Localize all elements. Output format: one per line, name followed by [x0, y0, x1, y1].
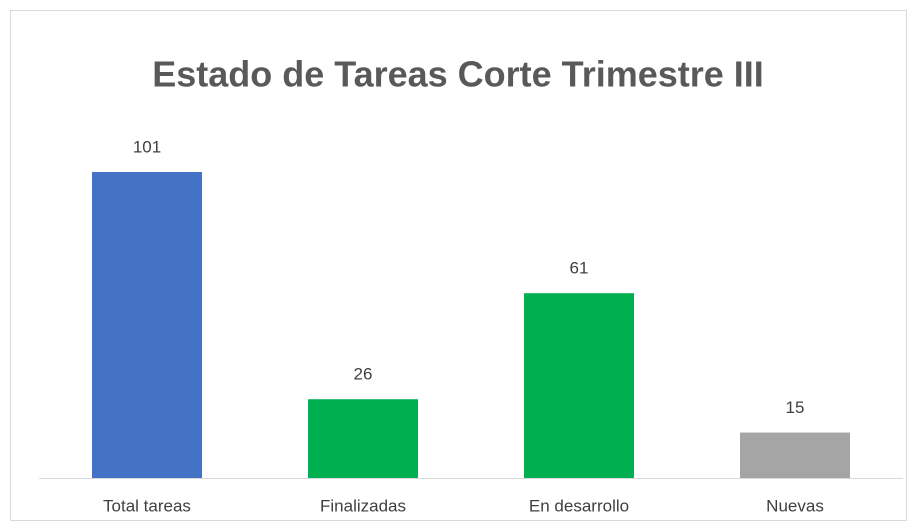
bar: [740, 432, 850, 478]
x-tick-label: En desarrollo: [529, 496, 629, 515]
value-label: 15: [786, 398, 805, 417]
x-tick-label: Total tareas: [103, 496, 191, 515]
chart-title: Estado de Tareas Corte Trimestre III: [152, 54, 764, 95]
x-tick-label: Finalizadas: [320, 496, 406, 515]
value-label: 101: [133, 137, 161, 156]
bar: [92, 172, 202, 478]
value-label: 26: [354, 365, 373, 384]
x-tick-label: Nuevas: [766, 496, 824, 515]
bar: [308, 399, 418, 478]
bar: [524, 293, 634, 478]
value-label: 61: [570, 259, 589, 278]
